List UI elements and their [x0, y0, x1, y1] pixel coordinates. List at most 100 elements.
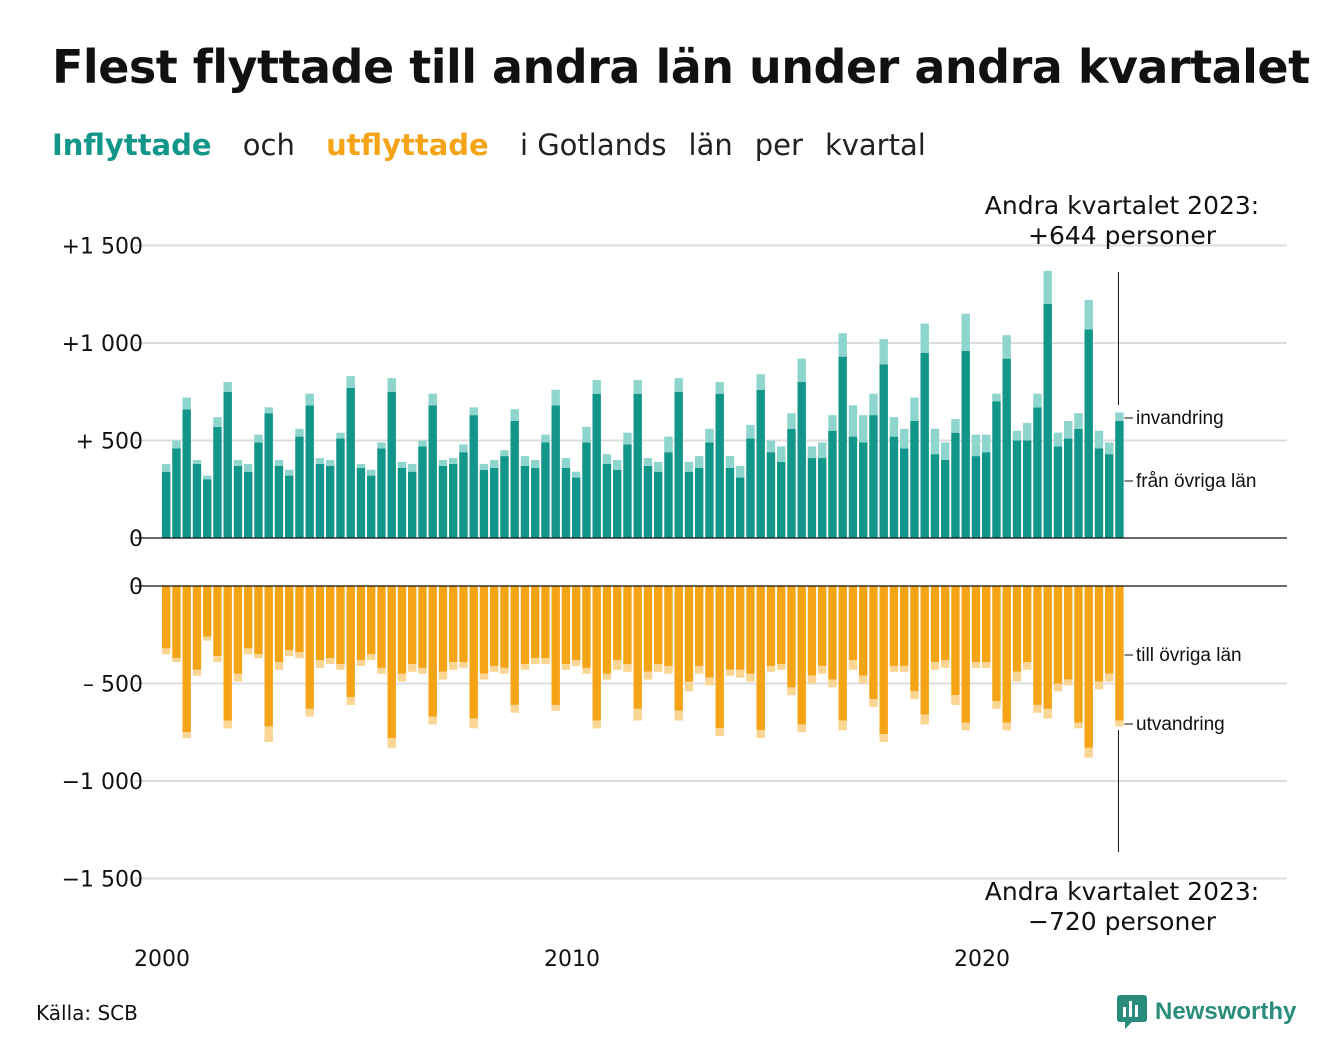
bar-out-emigration [920, 714, 929, 725]
bar-out-emigration [869, 699, 878, 707]
bar-out-emigration [582, 667, 591, 674]
brand-logo: Newsworthy [1117, 995, 1296, 1029]
bar-out-emigration [787, 687, 796, 696]
bar-in-domestic [541, 442, 550, 538]
bar-in-immigration [500, 450, 509, 457]
bar-in-immigration [961, 313, 970, 351]
bar-out-emigration [192, 669, 202, 676]
bar-in-immigration [1012, 430, 1022, 441]
bar-out-emigration [725, 669, 735, 676]
bar-out-domestic [469, 586, 478, 719]
bar-out-emigration [838, 720, 847, 731]
bar-in-domestic [982, 452, 991, 538]
bar-out-domestic [326, 586, 335, 659]
bar-out-domestic [264, 586, 273, 727]
bar-out-domestic [1012, 586, 1022, 672]
bar-in-immigration [613, 460, 622, 470]
bar-out-domestic [900, 586, 909, 666]
bar-out-domestic [274, 586, 284, 663]
bar-in-immigration [766, 440, 776, 453]
bar-in-immigration [510, 409, 519, 421]
bar-out-domestic [367, 586, 376, 655]
bar-out-domestic [602, 586, 612, 674]
bar-out-emigration [469, 718, 478, 729]
bar-in-immigration [377, 442, 386, 449]
bar-in-immigration [736, 465, 745, 478]
bar-out-emigration [848, 660, 858, 670]
bar-out-emigration [264, 726, 273, 742]
bar-in-domestic [223, 391, 232, 538]
bar-out-emigration [643, 671, 653, 680]
bar-out-emigration [397, 673, 407, 682]
bar-in-domestic [192, 463, 202, 538]
bar-out-domestic [572, 586, 581, 661]
bar-in-immigration [213, 417, 222, 427]
bar-in-immigration [428, 393, 437, 406]
bar-in-domestic [705, 442, 714, 538]
bar-in-domestic [500, 456, 509, 538]
bar-in-immigration [367, 469, 376, 476]
bar-in-immigration [346, 376, 355, 388]
bar-out-emigration [244, 648, 253, 655]
bar-out-emigration [602, 673, 612, 680]
bar-in-domestic [346, 387, 355, 538]
bar-out-emigration [408, 664, 417, 672]
bar-in-immigration [582, 426, 591, 443]
bar-in-domestic [1115, 421, 1124, 538]
bar-out-emigration [336, 664, 345, 670]
bar-out-domestic [592, 586, 601, 721]
bar-out-domestic [879, 586, 888, 735]
bar-out-emigration [459, 662, 468, 668]
bar-out-emigration [346, 697, 355, 705]
bar-in-domestic [1094, 448, 1104, 538]
bar-out-emigration [1064, 679, 1073, 686]
bar-in-immigration [274, 460, 284, 466]
bar-in-immigration [438, 460, 448, 466]
bar-in-immigration [602, 454, 612, 464]
bar-out-domestic [305, 586, 314, 709]
bar-in-immigration [326, 460, 335, 466]
bar-in-immigration [910, 397, 919, 421]
bar-out-domestic [346, 586, 355, 698]
bar-out-emigration [182, 732, 191, 739]
bar-out-domestic [162, 586, 171, 649]
bar-in-domestic [1043, 304, 1052, 538]
bar-in-domestic [756, 389, 765, 538]
bar-in-domestic [203, 479, 212, 538]
annotation-bottom-value: −720 personer [1028, 907, 1217, 936]
bar-in-immigration [1043, 270, 1052, 304]
bar-out-emigration [613, 660, 622, 670]
bar-in-domestic [254, 442, 263, 538]
bar-out-domestic [838, 586, 847, 721]
bar-out-emigration [1043, 708, 1052, 719]
bar-in-domestic [1012, 440, 1022, 538]
bar-out-domestic [387, 586, 396, 739]
y-tick-label: 0 [129, 527, 143, 552]
bar-in-domestic [674, 391, 683, 538]
bar-out-domestic [736, 586, 745, 670]
bar-out-domestic [920, 586, 929, 715]
bar-out-emigration [387, 738, 396, 748]
bar-in-domestic [162, 471, 171, 538]
bar-out-domestic [510, 586, 519, 705]
bar-out-emigration [695, 665, 704, 674]
bar-in-domestic [1074, 428, 1083, 538]
y-tick-label: +1 500 [62, 235, 143, 260]
bar-in-domestic [695, 467, 704, 538]
bar-out-emigration [900, 665, 909, 672]
bar-out-emigration [1023, 662, 1032, 670]
bar-out-domestic [613, 586, 622, 661]
bar-in-domestic [777, 461, 786, 538]
bar-in-domestic [736, 477, 745, 538]
x-tick-label: 2020 [954, 947, 1010, 972]
bar-in-immigration [684, 461, 694, 472]
bar-out-domestic [408, 586, 417, 664]
bar-out-emigration [295, 652, 304, 659]
bar-in-immigration [233, 460, 243, 466]
bar-out-domestic [715, 586, 724, 729]
bar-in-domestic [295, 436, 304, 538]
bar-in-domestic [848, 436, 858, 538]
bar-in-domestic [951, 432, 960, 538]
annotation-bottom-heading: Andra kvartalet 2023: [985, 877, 1259, 906]
bar-out-domestic [623, 586, 632, 664]
